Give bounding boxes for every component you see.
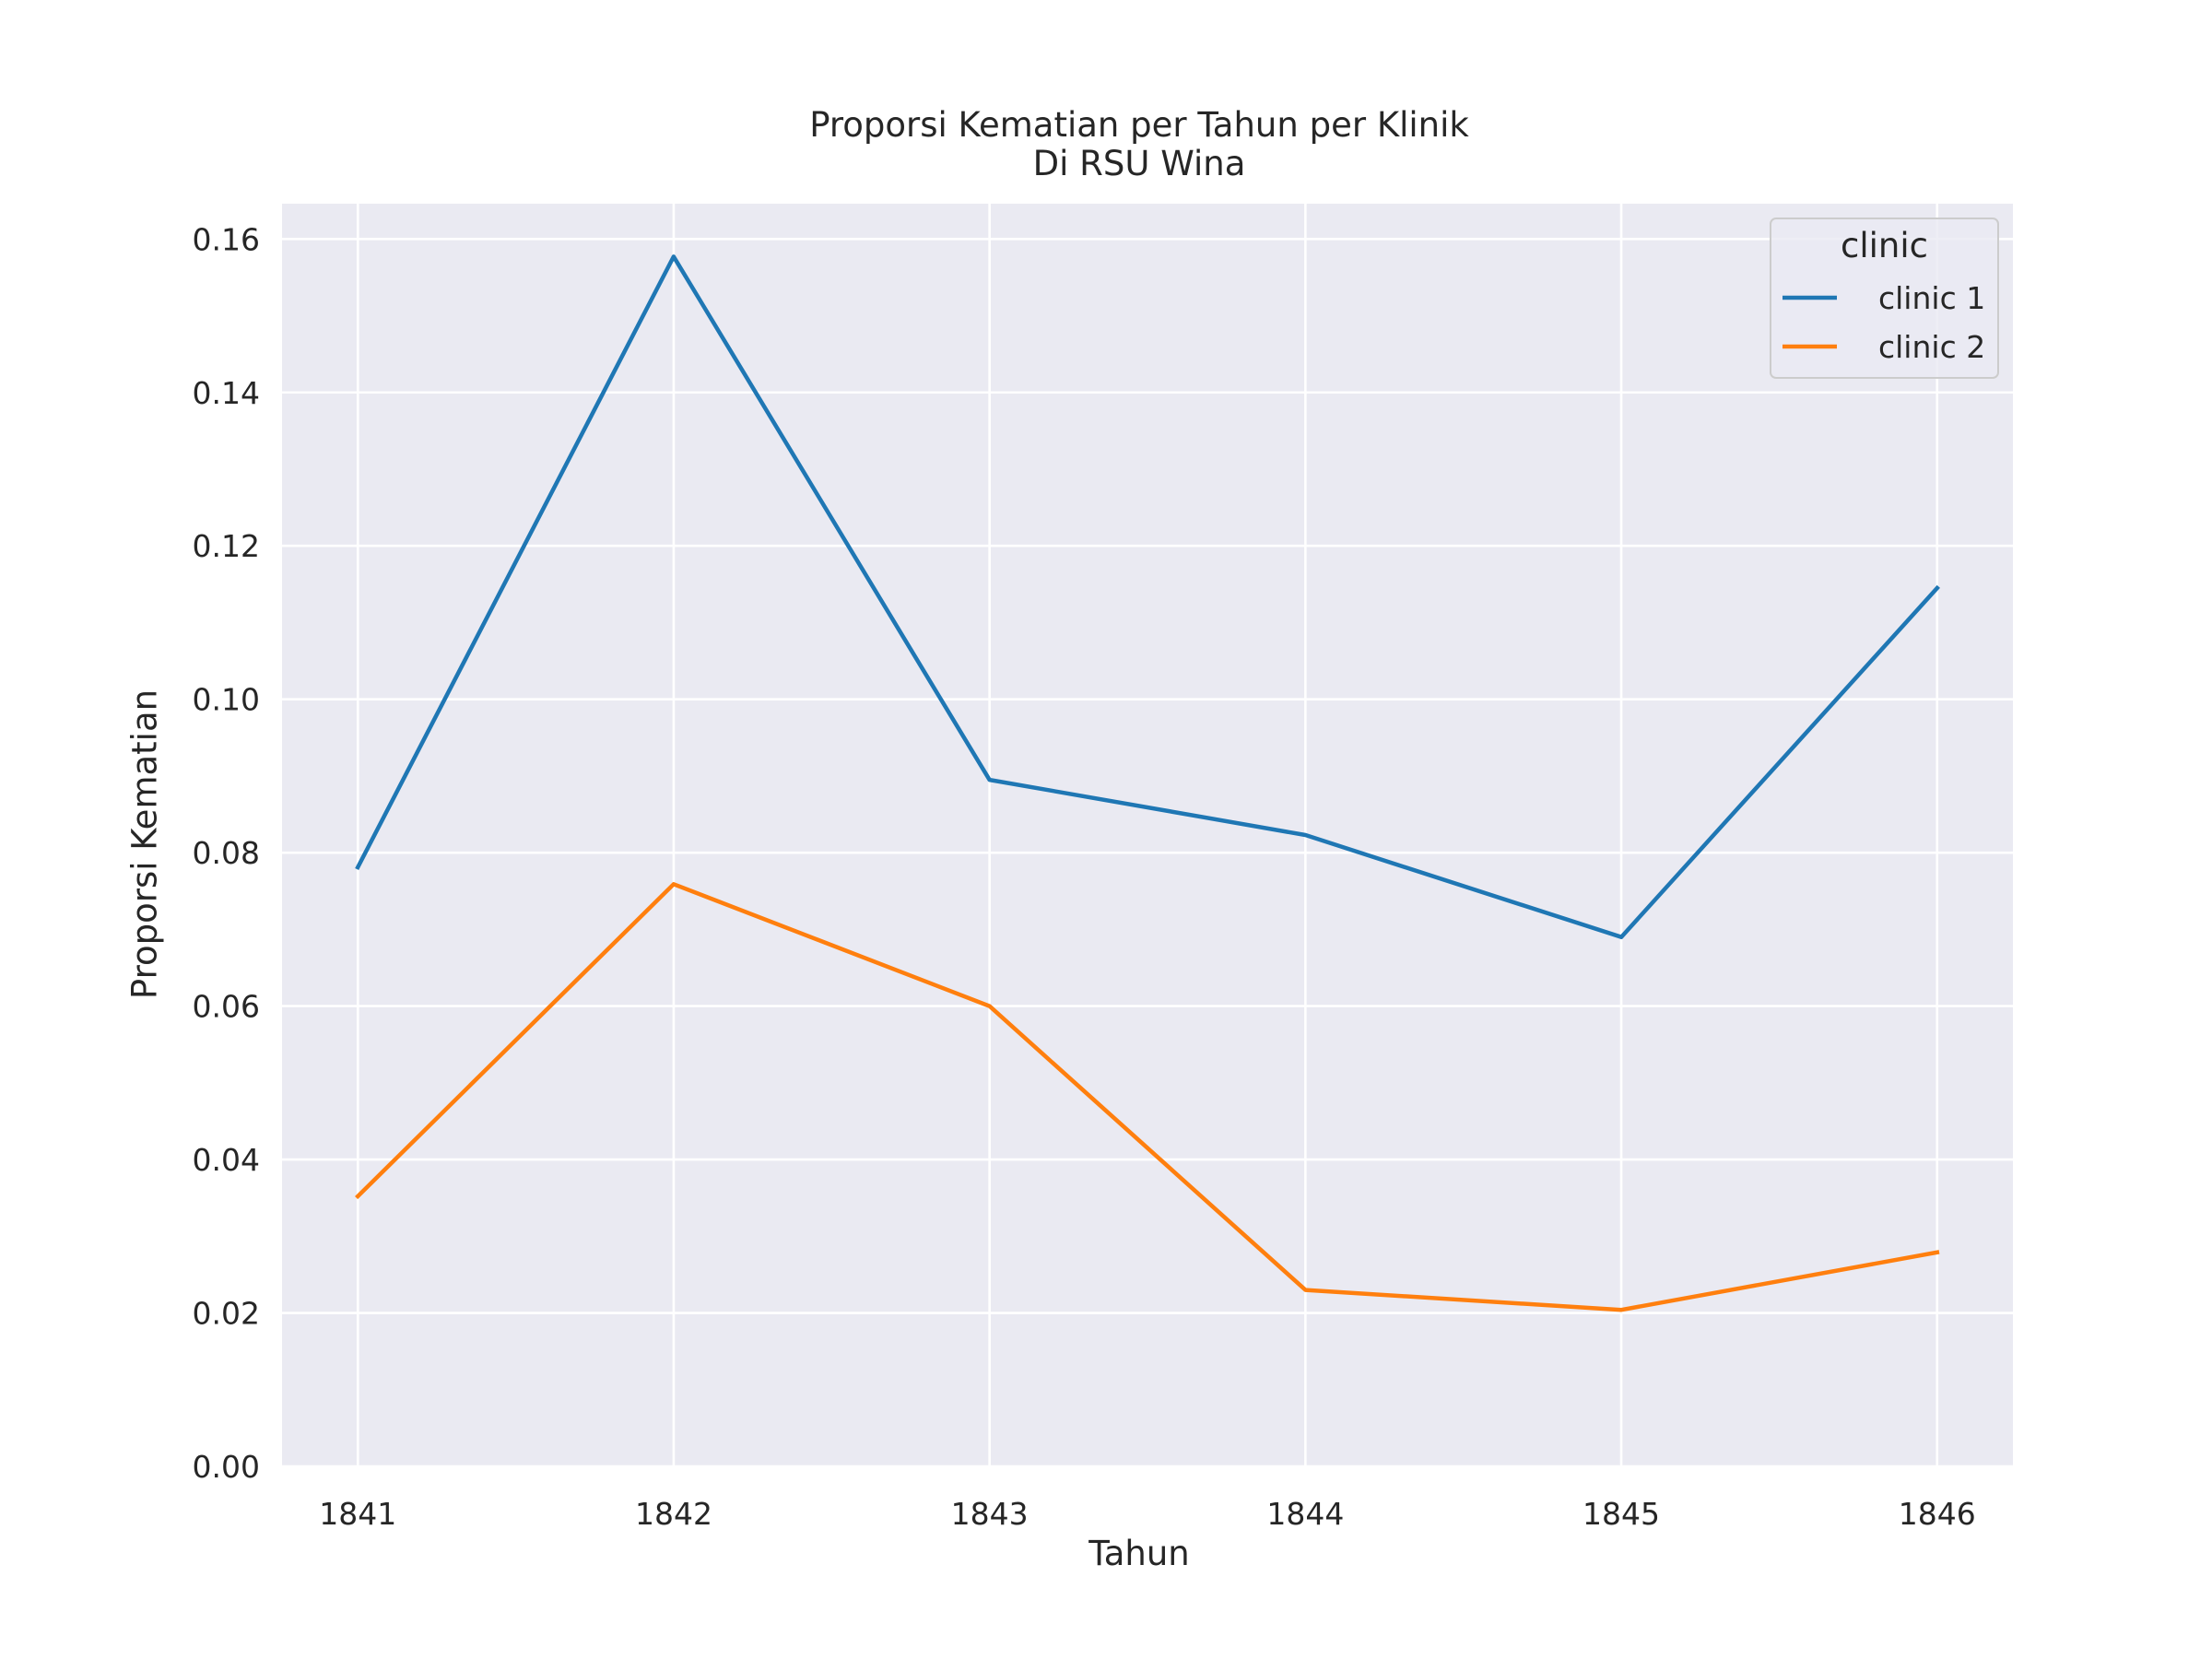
x-tick-label: 1846 [1899, 1496, 1976, 1532]
x-tick-label: 1845 [1583, 1496, 1660, 1532]
y-tick-label: 0.08 [193, 835, 260, 871]
chart-title: Proporsi Kematian per Tahun per Klinik [809, 105, 1469, 145]
plot-area [282, 204, 2013, 1466]
y-tick-label: 0.14 [193, 375, 260, 411]
chart-subtitle: Di RSU Wina [1032, 144, 1246, 183]
legend-label-clinic-1: clinic 1 [1878, 280, 1985, 316]
y-tick-label: 0.04 [193, 1142, 260, 1178]
x-axis-label: Tahun [1088, 1534, 1190, 1573]
tick-labels: 1841 1842 1843 1844 1845 1846 0.00 0.02 0.04 0.06… [193, 221, 1976, 1532]
x-tick-label: 1843 [951, 1496, 1029, 1532]
y-tick-label: 0.00 [193, 1449, 260, 1485]
series-lines [355, 254, 1940, 1312]
x-tick-label: 1842 [635, 1496, 712, 1532]
y-tick-label: 0.16 [193, 221, 260, 257]
legend-title: clinic [1841, 226, 1928, 265]
legend-box [1770, 218, 1999, 379]
y-tick-label: 0.02 [193, 1296, 260, 1332]
legend-label-clinic-2: clinic 2 [1878, 329, 1985, 365]
x-tick-label: 1841 [319, 1496, 396, 1532]
y-tick-label: 0.12 [193, 528, 260, 564]
series-line-clinic-1 [355, 254, 1940, 939]
legend: clinic clinic 1 clinic 2 [1770, 218, 1999, 379]
y-tick-label: 0.06 [193, 989, 260, 1025]
series-line-clinic-2 [355, 882, 1940, 1312]
y-tick-label: 0.10 [193, 682, 260, 718]
x-tick-label: 1844 [1266, 1496, 1344, 1532]
y-axis-label: Proporsi Kematian [124, 688, 165, 1000]
